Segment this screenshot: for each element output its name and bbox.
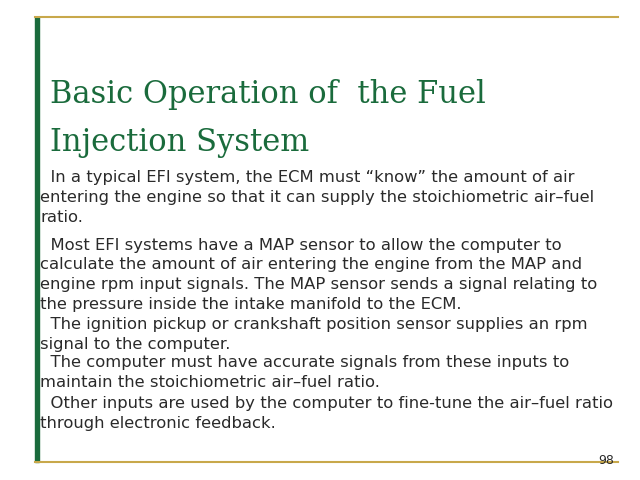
Text: Other inputs are used by the computer to fine-tune the air–fuel ratio
through el: Other inputs are used by the computer to… bbox=[40, 396, 613, 431]
Text: 98: 98 bbox=[598, 454, 614, 467]
Text: Most EFI systems have a MAP sensor to allow the computer to
calculate the amount: Most EFI systems have a MAP sensor to al… bbox=[40, 238, 598, 312]
Text: The computer must have accurate signals from these inputs to
maintain the stoich: The computer must have accurate signals … bbox=[40, 355, 570, 390]
Text: In a typical EFI system, the ECM must “know” the amount of air
entering the engi: In a typical EFI system, the ECM must “k… bbox=[40, 170, 595, 225]
Text: Basic Operation of  the Fuel: Basic Operation of the Fuel bbox=[50, 79, 486, 110]
Text: Injection System: Injection System bbox=[50, 127, 309, 158]
Bar bbox=[35, 17, 39, 462]
Text: The ignition pickup or crankshaft position sensor supplies an rpm
signal to the : The ignition pickup or crankshaft positi… bbox=[40, 317, 588, 351]
